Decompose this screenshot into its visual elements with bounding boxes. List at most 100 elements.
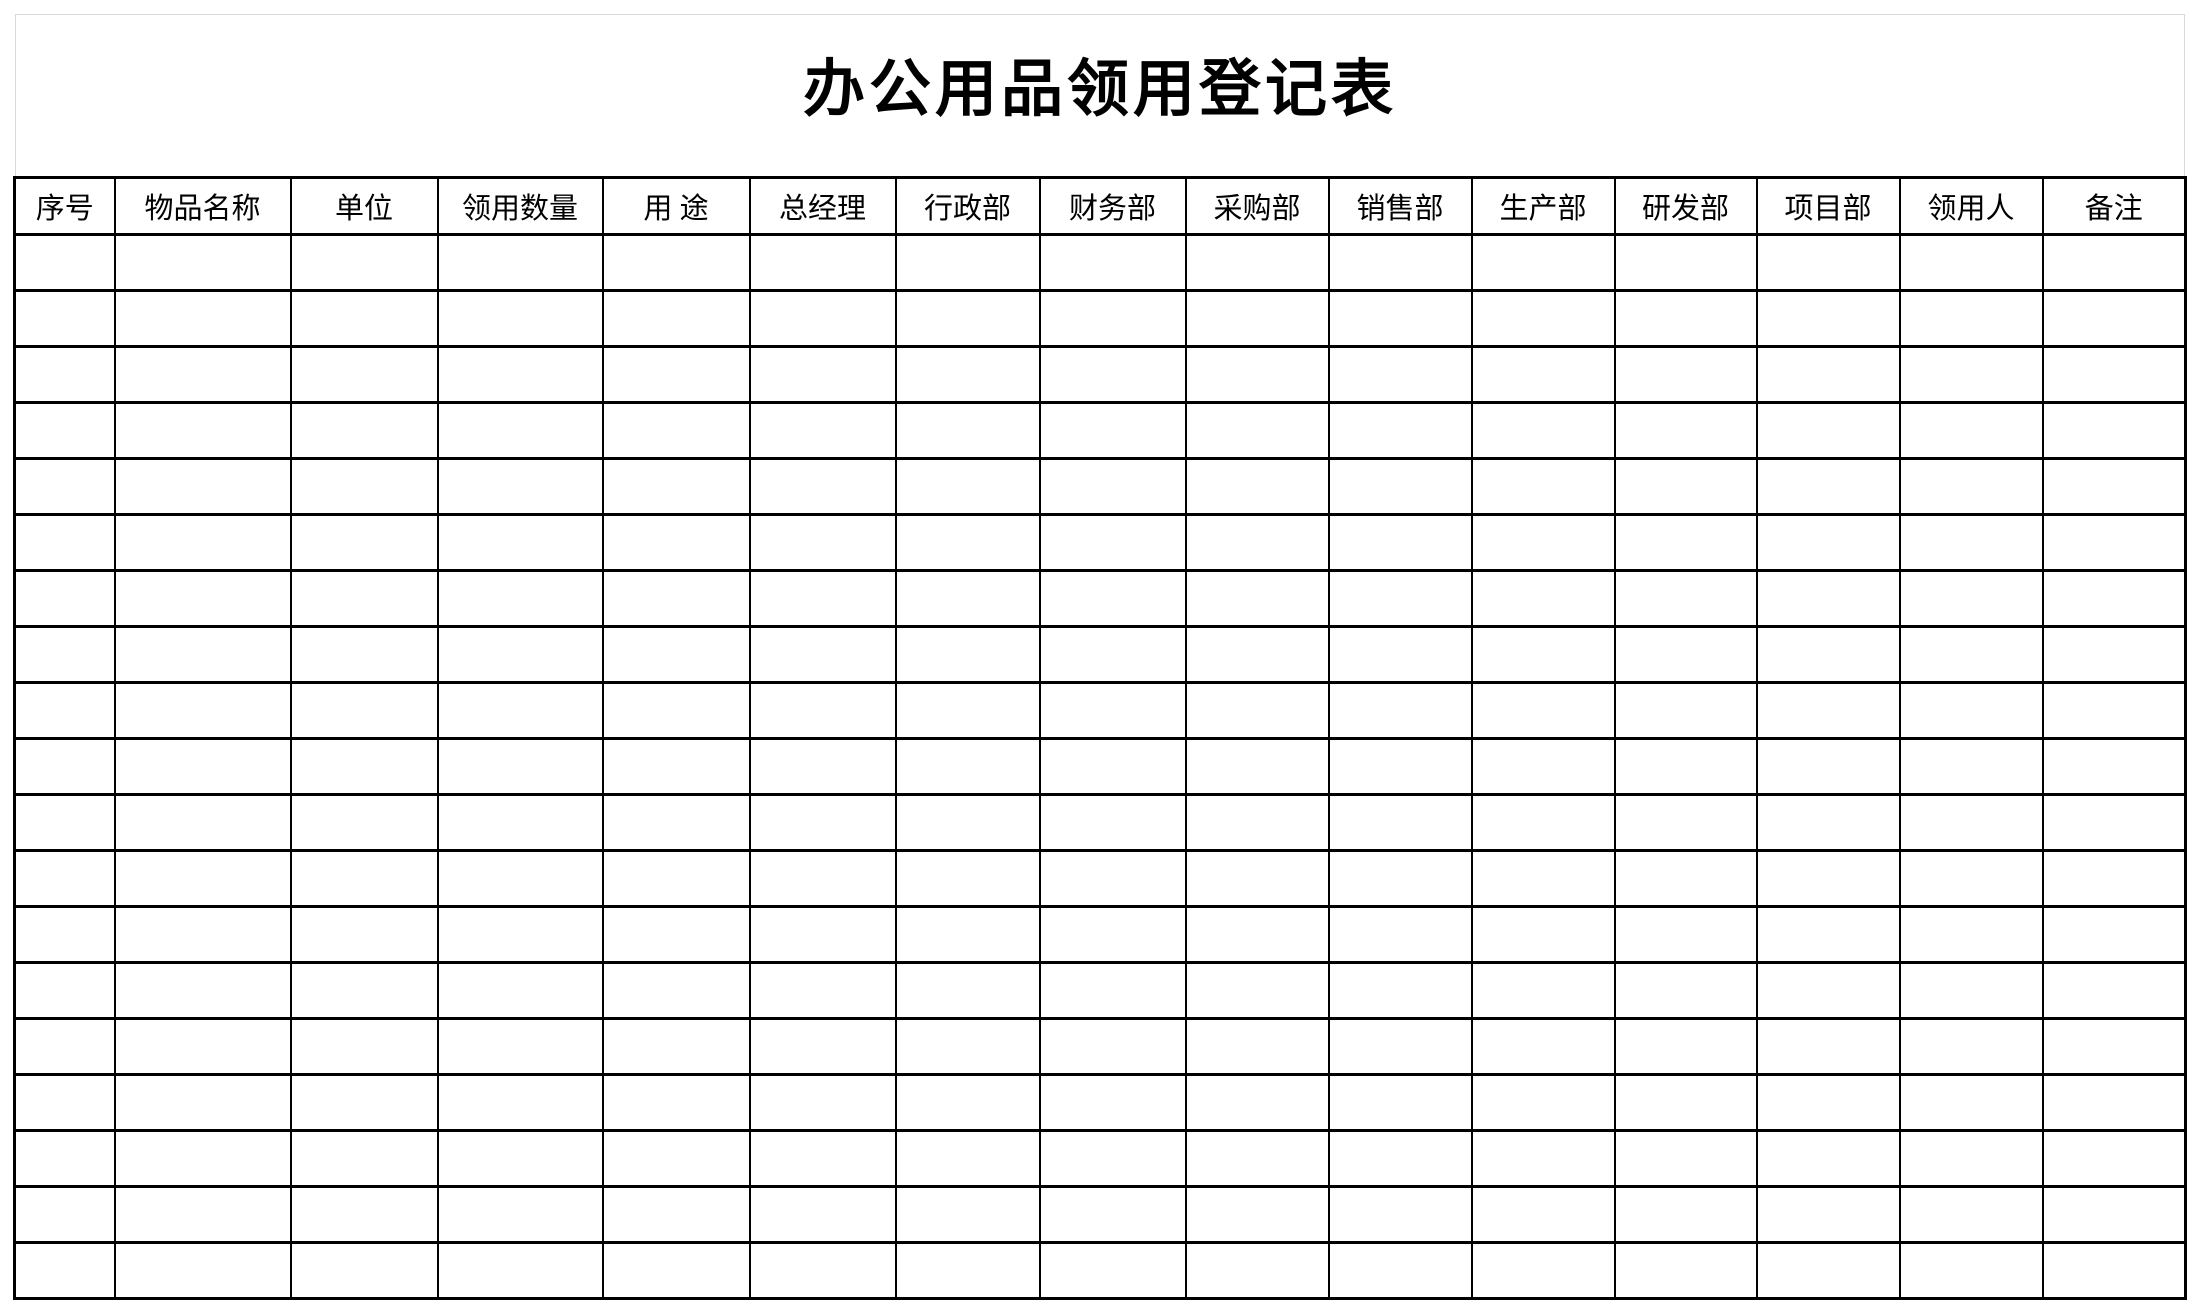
table-cell-production-dept[interactable] [1470,1129,1616,1188]
table-cell-sales-dept[interactable] [1327,345,1473,404]
table-cell-admin-dept[interactable] [894,513,1041,572]
table-cell-unit[interactable] [289,793,439,852]
table-cell-recipient[interactable] [1898,345,2044,404]
table-cell-finance-dept[interactable] [1038,1185,1187,1244]
table-cell-quantity[interactable] [436,233,604,292]
table-cell-purchasing-dept[interactable] [1184,233,1330,292]
table-cell-serial-number[interactable] [13,457,116,516]
table-cell-sales-dept[interactable] [1327,401,1473,460]
table-cell-serial-number[interactable] [13,569,116,628]
table-cell-quantity[interactable] [436,849,604,908]
table-cell-rnd-dept[interactable] [1613,849,1758,908]
table-cell-general-manager[interactable] [748,961,897,1020]
table-cell-project-dept[interactable] [1755,569,1901,628]
table-cell-purpose[interactable] [601,737,751,796]
table-cell-admin-dept[interactable] [894,905,1041,964]
table-cell-unit[interactable] [289,961,439,1020]
table-cell-remarks[interactable] [2041,1017,2187,1076]
table-cell-recipient[interactable] [1898,961,2044,1020]
table-cell-item-name[interactable] [113,905,292,964]
table-cell-unit[interactable] [289,1185,439,1244]
table-cell-purchasing-dept[interactable] [1184,905,1330,964]
table-cell-rnd-dept[interactable] [1613,569,1758,628]
table-cell-rnd-dept[interactable] [1613,793,1758,852]
table-cell-rnd-dept[interactable] [1613,625,1758,684]
table-cell-remarks[interactable] [2041,1129,2187,1188]
table-cell-general-manager[interactable] [748,233,897,292]
table-cell-item-name[interactable] [113,513,292,572]
table-cell-rnd-dept[interactable] [1613,457,1758,516]
table-cell-general-manager[interactable] [748,569,897,628]
table-cell-rnd-dept[interactable] [1613,961,1758,1020]
table-cell-item-name[interactable] [113,793,292,852]
table-cell-rnd-dept[interactable] [1613,1073,1758,1132]
table-cell-item-name[interactable] [113,401,292,460]
table-cell-item-name[interactable] [113,1129,292,1188]
table-cell-serial-number[interactable] [13,289,116,348]
table-cell-project-dept[interactable] [1755,1185,1901,1244]
table-cell-admin-dept[interactable] [894,401,1041,460]
table-cell-purpose[interactable] [601,849,751,908]
table-cell-production-dept[interactable] [1470,1073,1616,1132]
table-cell-rnd-dept[interactable] [1613,513,1758,572]
table-cell-production-dept[interactable] [1470,1241,1616,1300]
table-cell-unit[interactable] [289,737,439,796]
table-cell-purchasing-dept[interactable] [1184,961,1330,1020]
table-cell-project-dept[interactable] [1755,849,1901,908]
table-cell-purchasing-dept[interactable] [1184,1241,1330,1300]
table-cell-item-name[interactable] [113,961,292,1020]
table-cell-production-dept[interactable] [1470,681,1616,740]
table-cell-admin-dept[interactable] [894,233,1041,292]
table-cell-sales-dept[interactable] [1327,1185,1473,1244]
table-cell-project-dept[interactable] [1755,681,1901,740]
table-cell-rnd-dept[interactable] [1613,1185,1758,1244]
table-cell-rnd-dept[interactable] [1613,401,1758,460]
table-cell-unit[interactable] [289,1241,439,1300]
table-cell-unit[interactable] [289,1017,439,1076]
table-cell-sales-dept[interactable] [1327,513,1473,572]
table-cell-finance-dept[interactable] [1038,401,1187,460]
table-cell-quantity[interactable] [436,905,604,964]
table-cell-purchasing-dept[interactable] [1184,849,1330,908]
table-cell-item-name[interactable] [113,1017,292,1076]
table-cell-sales-dept[interactable] [1327,737,1473,796]
table-cell-general-manager[interactable] [748,1241,897,1300]
table-cell-production-dept[interactable] [1470,569,1616,628]
table-cell-purchasing-dept[interactable] [1184,569,1330,628]
table-cell-general-manager[interactable] [748,737,897,796]
table-cell-remarks[interactable] [2041,849,2187,908]
table-cell-finance-dept[interactable] [1038,625,1187,684]
table-cell-general-manager[interactable] [748,849,897,908]
table-cell-quantity[interactable] [436,1185,604,1244]
table-cell-recipient[interactable] [1898,1129,2044,1188]
table-cell-rnd-dept[interactable] [1613,1241,1758,1300]
table-cell-serial-number[interactable] [13,345,116,404]
table-cell-unit[interactable] [289,345,439,404]
table-cell-recipient[interactable] [1898,1017,2044,1076]
table-cell-project-dept[interactable] [1755,793,1901,852]
table-cell-purchasing-dept[interactable] [1184,289,1330,348]
table-cell-project-dept[interactable] [1755,401,1901,460]
table-cell-sales-dept[interactable] [1327,681,1473,740]
table-cell-general-manager[interactable] [748,401,897,460]
table-cell-general-manager[interactable] [748,1185,897,1244]
table-cell-finance-dept[interactable] [1038,849,1187,908]
table-cell-production-dept[interactable] [1470,345,1616,404]
table-cell-production-dept[interactable] [1470,1185,1616,1244]
table-cell-project-dept[interactable] [1755,1129,1901,1188]
table-cell-rnd-dept[interactable] [1613,289,1758,348]
table-cell-general-manager[interactable] [748,289,897,348]
table-cell-purchasing-dept[interactable] [1184,1129,1330,1188]
table-cell-sales-dept[interactable] [1327,793,1473,852]
table-cell-project-dept[interactable] [1755,1073,1901,1132]
table-cell-serial-number[interactable] [13,1017,116,1076]
table-cell-quantity[interactable] [436,569,604,628]
table-cell-finance-dept[interactable] [1038,289,1187,348]
table-cell-rnd-dept[interactable] [1613,681,1758,740]
table-cell-purpose[interactable] [601,625,751,684]
table-cell-purchasing-dept[interactable] [1184,401,1330,460]
table-cell-item-name[interactable] [113,569,292,628]
table-cell-finance-dept[interactable] [1038,905,1187,964]
table-cell-quantity[interactable] [436,1241,604,1300]
table-cell-project-dept[interactable] [1755,513,1901,572]
